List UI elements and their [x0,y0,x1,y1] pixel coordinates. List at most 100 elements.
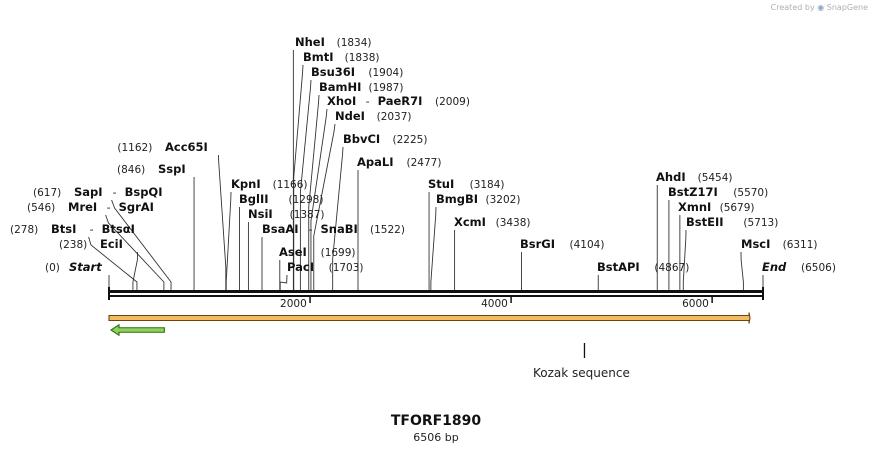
site-name-bbvci: BbvCI [343,132,380,146]
leader-line-bsu36i [299,79,312,290]
site-name-bamhi: BamHI [319,80,361,94]
site-position-bglii: (1298) [289,194,324,206]
leader-line-btsi [88,236,138,290]
site-position-bstapi: (4867) [654,262,689,274]
watermark-brand: SnapGene [826,3,868,12]
site-name-bspqi: BspQI [125,185,163,199]
site-name-xcmi: XcmI [454,215,486,229]
site-position-msci: (6311) [783,239,818,251]
leader-line-bmti [293,64,304,290]
site-name-xhoi: XhoI [327,94,356,108]
site-position-bamhi: (1987) [369,82,404,94]
site-position-ndei: (2037) [377,111,412,123]
site-name-sgrai: SgrAI [119,200,154,214]
end-label: End [762,260,787,274]
site-name-bsaai: BsaAI [262,222,299,236]
site-name-paer7i: PaeR7I [378,94,423,108]
leader-line-acc65i [217,154,227,290]
end-position: (6506) [801,262,836,274]
site-name-separator: - [113,186,117,199]
leader-line-bmgbi [430,206,437,290]
site-position-ahdi: (5454) [698,172,733,184]
ruler-tick-label: 2000 [280,298,307,310]
leader-line-mrei [105,214,165,290]
site-labels: NheI (1834)BmtI (1838)Bsu36I (1904) BamHI (19… [10,35,818,274]
site-name-bsrgi: BsrGI [520,237,555,251]
site-name-kpni: KpnI [231,177,261,191]
site-leader-lines [88,50,764,290]
site-name-separator: - [107,201,111,214]
site-name-separator: - [366,95,370,108]
site-position-sapi: (617) [33,187,61,199]
site-position-apali: (2477) [407,157,442,169]
site-position-bsrgi: (4104) [570,239,605,251]
ruler-tick-label: 4000 [481,298,508,310]
site-name-stui: StuI [428,177,454,191]
site-name-paci: PacI [287,260,314,274]
plasmid-name: TFORF1890 [390,413,482,429]
watermark-prefix: Created by [770,3,815,12]
site-name-nsii: NsiI [248,207,273,221]
leader-line-bsteii [682,229,687,290]
site-name-ecii: EciI [100,237,123,251]
site-position-acc65i: (1162) [117,142,152,154]
site-name-bmgbi: BmgBI [436,192,478,206]
created-by-watermark: Created by ◉ SnapGene [771,3,868,12]
site-name-apali: ApaLI [357,155,394,169]
site-position-btsi: (278) [10,224,38,236]
feature-arrows [108,312,751,337]
site-name-ahdi: AhdI [656,170,686,184]
site-position-bstz17i: (5570) [733,187,768,199]
ruler-ticks: 2000 4000 6000 [280,296,713,310]
site-position-mrei: (546) [27,202,55,214]
site-position-bsaai: (1522) [370,224,405,236]
site-position-bmti: (1838) [345,52,380,64]
plasmid-size: 6506 bp [413,431,459,444]
site-name-snabi: SnaBI [321,222,358,236]
site-name-bstz17i: BstZ17I [668,185,718,199]
start-label: Start [69,260,102,274]
snapgene-logo-icon: ◉ [817,3,825,12]
site-position-sspi: (846) [117,164,145,176]
leader-line-msci [740,251,744,290]
site-position-bsteii: (5713) [743,217,778,229]
site-name-xmni: XmnI [678,200,711,214]
leader-line-bamhi [308,94,320,290]
leader-line-ndei [313,123,336,290]
dna-backbone [108,287,764,300]
site-name-asei: AseI [279,245,307,259]
site-name-nhei: NheI [295,35,325,49]
site-position-bmgbi: (3202) [486,194,521,206]
site-position-stui: (3184) [470,179,505,191]
site-position-ecii: (238) [59,239,87,251]
site-name-acc65i: Acc65I [165,140,208,154]
site-position-kpni: (1166) [273,179,308,191]
site-name-bsu36i: Bsu36I [311,65,355,79]
leader-line-sapi [111,199,172,290]
kozak-label: Kozak sequence [533,366,630,380]
site-position-xcmi: (3438) [496,217,531,229]
leader-line-kpni [225,191,232,290]
leader-line-xhoi [310,108,328,290]
leader-line-bbvci [332,146,344,290]
site-position-nhei: (1834) [337,37,372,49]
site-name-ndei: NdeI [335,109,365,123]
leader-line-ecii [132,251,139,290]
site-position-xhoi: (2009) [435,96,470,108]
site-name-separator: - [309,223,313,236]
site-position-bbvci: (2225) [393,134,428,146]
site-name-sspi: SspI [158,162,186,176]
site-position-xmni: (5679) [720,202,755,214]
leader-line-paci [279,274,288,290]
site-name-bsteii: BstEII [686,215,724,229]
site-name-separator: - [90,223,94,236]
feature-green-feature[interactable] [109,323,165,337]
site-name-bmti: BmtI [303,50,334,64]
feature-orange-orf[interactable] [108,312,751,324]
site-name-mrei: MreI [68,200,97,214]
site-position-bsu36i: (1904) [368,67,403,79]
site-name-sapi: SapI [74,185,103,199]
site-position-paci: (1703) [329,262,364,274]
start-position: (0) [45,262,60,274]
